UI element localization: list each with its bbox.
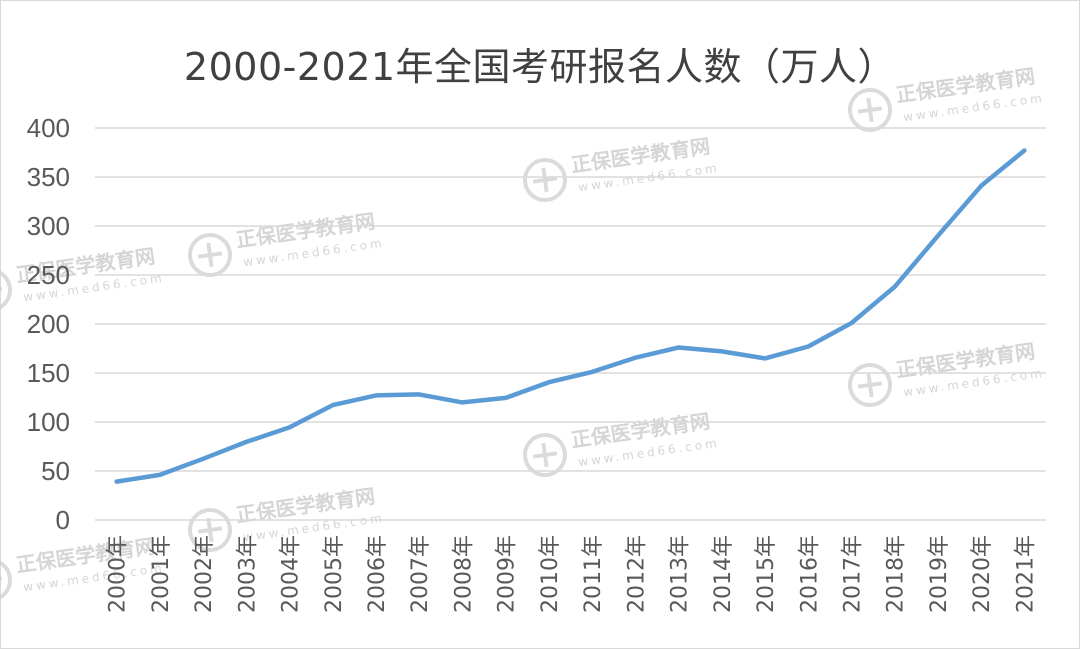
x-tick-label: 2010年	[538, 535, 563, 613]
watermark-logo-icon	[0, 558, 12, 602]
x-tick-label: 2013年	[668, 535, 693, 613]
x-axis: 2000年 2001年 2002年 2003年 2004年 2005年 2006年 2007年…	[106, 535, 1039, 613]
x-tick-label: 2014年	[711, 535, 736, 613]
x-tick-label: 2017年	[840, 535, 865, 613]
x-tick-label: 2005年	[322, 535, 347, 613]
chart-title: 2000-2021年全国考研报名人数（万人）	[183, 45, 897, 89]
y-axis: 0 50 100 150 200 250 300 350 400	[27, 113, 70, 535]
x-tick-label: 2003年	[235, 535, 260, 613]
x-tick-label: 2000年	[106, 535, 131, 613]
x-tick-label: 2009年	[495, 535, 520, 613]
series-layer	[114, 148, 1027, 484]
watermark-logo-bar	[206, 242, 214, 268]
x-tick-label: 2019年	[927, 535, 952, 613]
watermark-logo-bar	[866, 372, 874, 398]
watermark-logo-bar	[0, 576, 3, 584]
watermark-logo-bar	[866, 97, 874, 123]
y-tick-label: 300	[27, 211, 70, 241]
gridlines	[95, 127, 1046, 521]
watermark-logo-icon	[848, 363, 892, 407]
x-tick-label: 2012年	[624, 535, 649, 613]
x-tick-label: 2006年	[365, 535, 390, 613]
x-tick-label: 2011年	[581, 535, 606, 613]
x-tick-label: 2016年	[797, 535, 822, 613]
y-tick-label: 0	[56, 505, 70, 535]
x-tick-label: 2002年	[192, 535, 217, 613]
y-tick-label: 250	[27, 260, 70, 290]
watermark-logo-icon	[848, 88, 892, 132]
x-tick-label: 2007年	[408, 535, 433, 613]
watermark-logo-icon	[188, 508, 232, 552]
watermark-logo-icon	[523, 433, 567, 477]
y-tick-label: 400	[27, 113, 70, 143]
x-tick-label: 2015年	[754, 535, 779, 613]
y-tick-label: 350	[27, 162, 70, 192]
y-tick-label: 50	[41, 456, 70, 486]
watermark-logo-icon	[0, 268, 12, 312]
watermark-logo-bar	[206, 517, 214, 543]
y-tick-label: 200	[27, 309, 70, 339]
y-tick-label: 150	[27, 358, 70, 388]
x-tick-label: 2021年	[1013, 535, 1038, 613]
series-line	[114, 148, 1027, 484]
watermark-logo-bar	[541, 167, 549, 193]
x-tick-label: 2004年	[279, 535, 304, 613]
x-tick-label: 2018年	[884, 535, 909, 613]
watermark-logo-bar	[541, 442, 549, 468]
watermark-logo-bar	[0, 286, 3, 294]
x-tick-label: 2001年	[149, 535, 174, 613]
y-tick-label: 100	[27, 407, 70, 437]
x-tick-label: 2020年	[970, 535, 995, 613]
x-tick-label: 2008年	[451, 535, 476, 613]
